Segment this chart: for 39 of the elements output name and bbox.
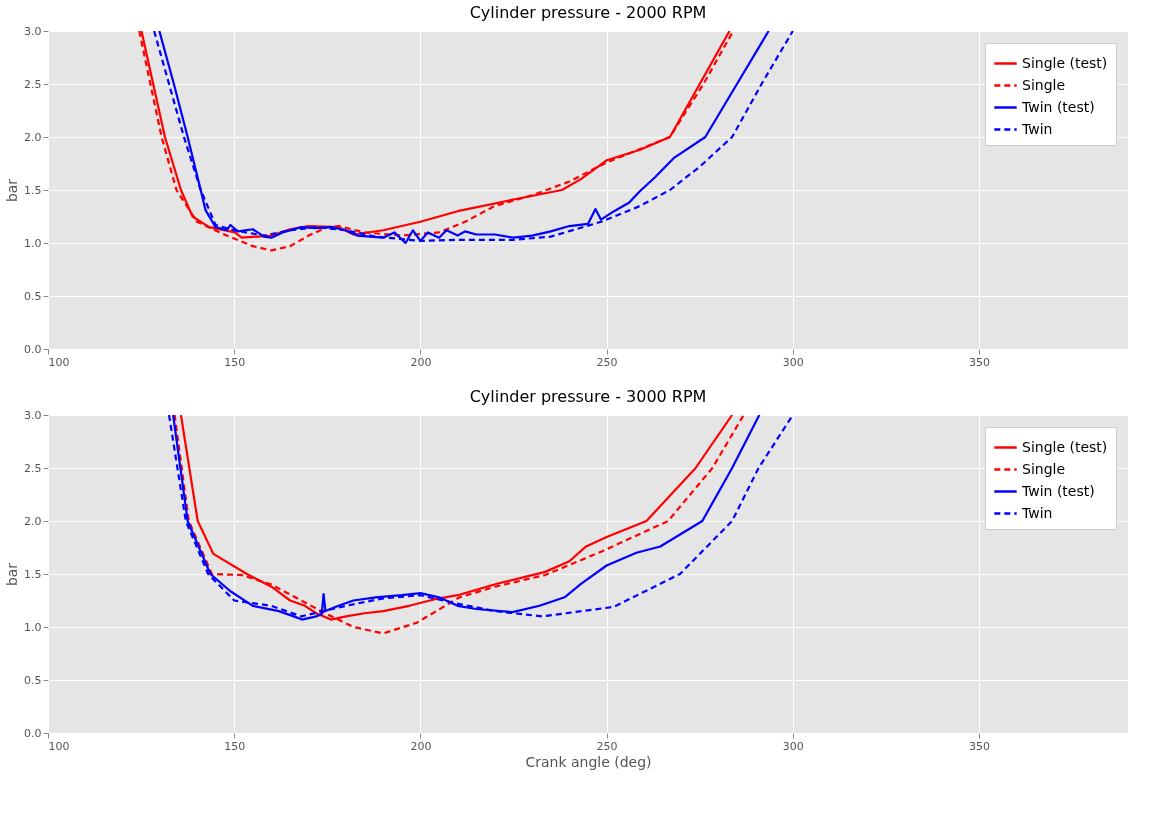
- chart-title: Cylinder pressure - 3000 RPM: [469, 387, 707, 406]
- y-tick-label: 1.5: [24, 183, 42, 197]
- y-tick-label: 1.5: [24, 567, 42, 581]
- x-tick-label: 350: [969, 355, 991, 369]
- y-tick-label: 2.5: [24, 461, 42, 475]
- x-axis-title: Crank angle (deg): [525, 753, 652, 770]
- legend-label: Single: [1022, 76, 1066, 93]
- y-axis-title: bar: [4, 178, 21, 203]
- legend-label: Single (test): [1022, 54, 1108, 71]
- legend-label: Twin: [1021, 120, 1053, 137]
- x-tick-label: 150: [224, 739, 246, 753]
- legend-label: Twin: [1021, 504, 1053, 521]
- legend-label: Twin (test): [1021, 98, 1095, 115]
- y-tick-label: 0.5: [24, 289, 42, 303]
- x-tick-label: 350: [969, 739, 991, 753]
- x-tick-label: 100: [48, 739, 70, 753]
- y-tick-label: 3.0: [24, 408, 42, 422]
- y-axis-title: bar: [4, 562, 21, 587]
- x-tick-label: 150: [224, 355, 246, 369]
- chart-title: Cylinder pressure - 2000 RPM: [469, 3, 707, 22]
- legend-label: Single: [1022, 460, 1066, 477]
- y-tick-label: 0.0: [24, 342, 42, 356]
- y-tick-label: 3.0: [24, 24, 42, 38]
- x-tick-label: 200: [410, 739, 432, 753]
- x-tick-label: 250: [596, 355, 618, 369]
- x-tick-label: 300: [782, 355, 804, 369]
- y-tick-label: 2.5: [24, 77, 42, 91]
- y-tick-label: 1.0: [24, 620, 42, 634]
- x-tick-label: 300: [782, 739, 804, 753]
- y-tick-label: 2.0: [24, 514, 42, 528]
- x-tick-label: 250: [596, 739, 618, 753]
- y-tick-label: 0.5: [24, 673, 42, 687]
- y-tick-label: 1.0: [24, 236, 42, 250]
- legend-label: Twin (test): [1021, 482, 1095, 499]
- legend-label: Single (test): [1022, 438, 1108, 455]
- x-tick-label: 200: [410, 355, 432, 369]
- y-tick-label: 0.0: [24, 726, 42, 740]
- y-tick-label: 2.0: [24, 130, 42, 144]
- x-tick-label: 100: [48, 355, 70, 369]
